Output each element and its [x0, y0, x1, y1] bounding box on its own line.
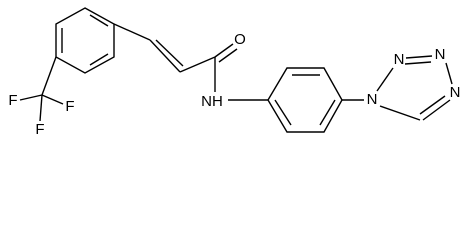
chain-bonds [113, 23, 268, 101]
atom-label: F [65, 98, 74, 115]
atom-label: NH [201, 93, 223, 110]
atom-label: O [234, 31, 246, 48]
atom-label: N [394, 51, 405, 68]
cf3-bonds [19, 56, 64, 122]
atom-label: N [367, 91, 378, 108]
structure: O NH N N N N F F F [8, 7, 461, 138]
atom-label: F [8, 92, 17, 109]
benzene-ring [55, 7, 115, 74]
phenyl-ring [267, 67, 364, 133]
atom-label: F [35, 121, 44, 138]
tetrazole-ring [376, 55, 453, 121]
atom-label: N [450, 84, 461, 101]
atom-label: N [435, 46, 446, 63]
